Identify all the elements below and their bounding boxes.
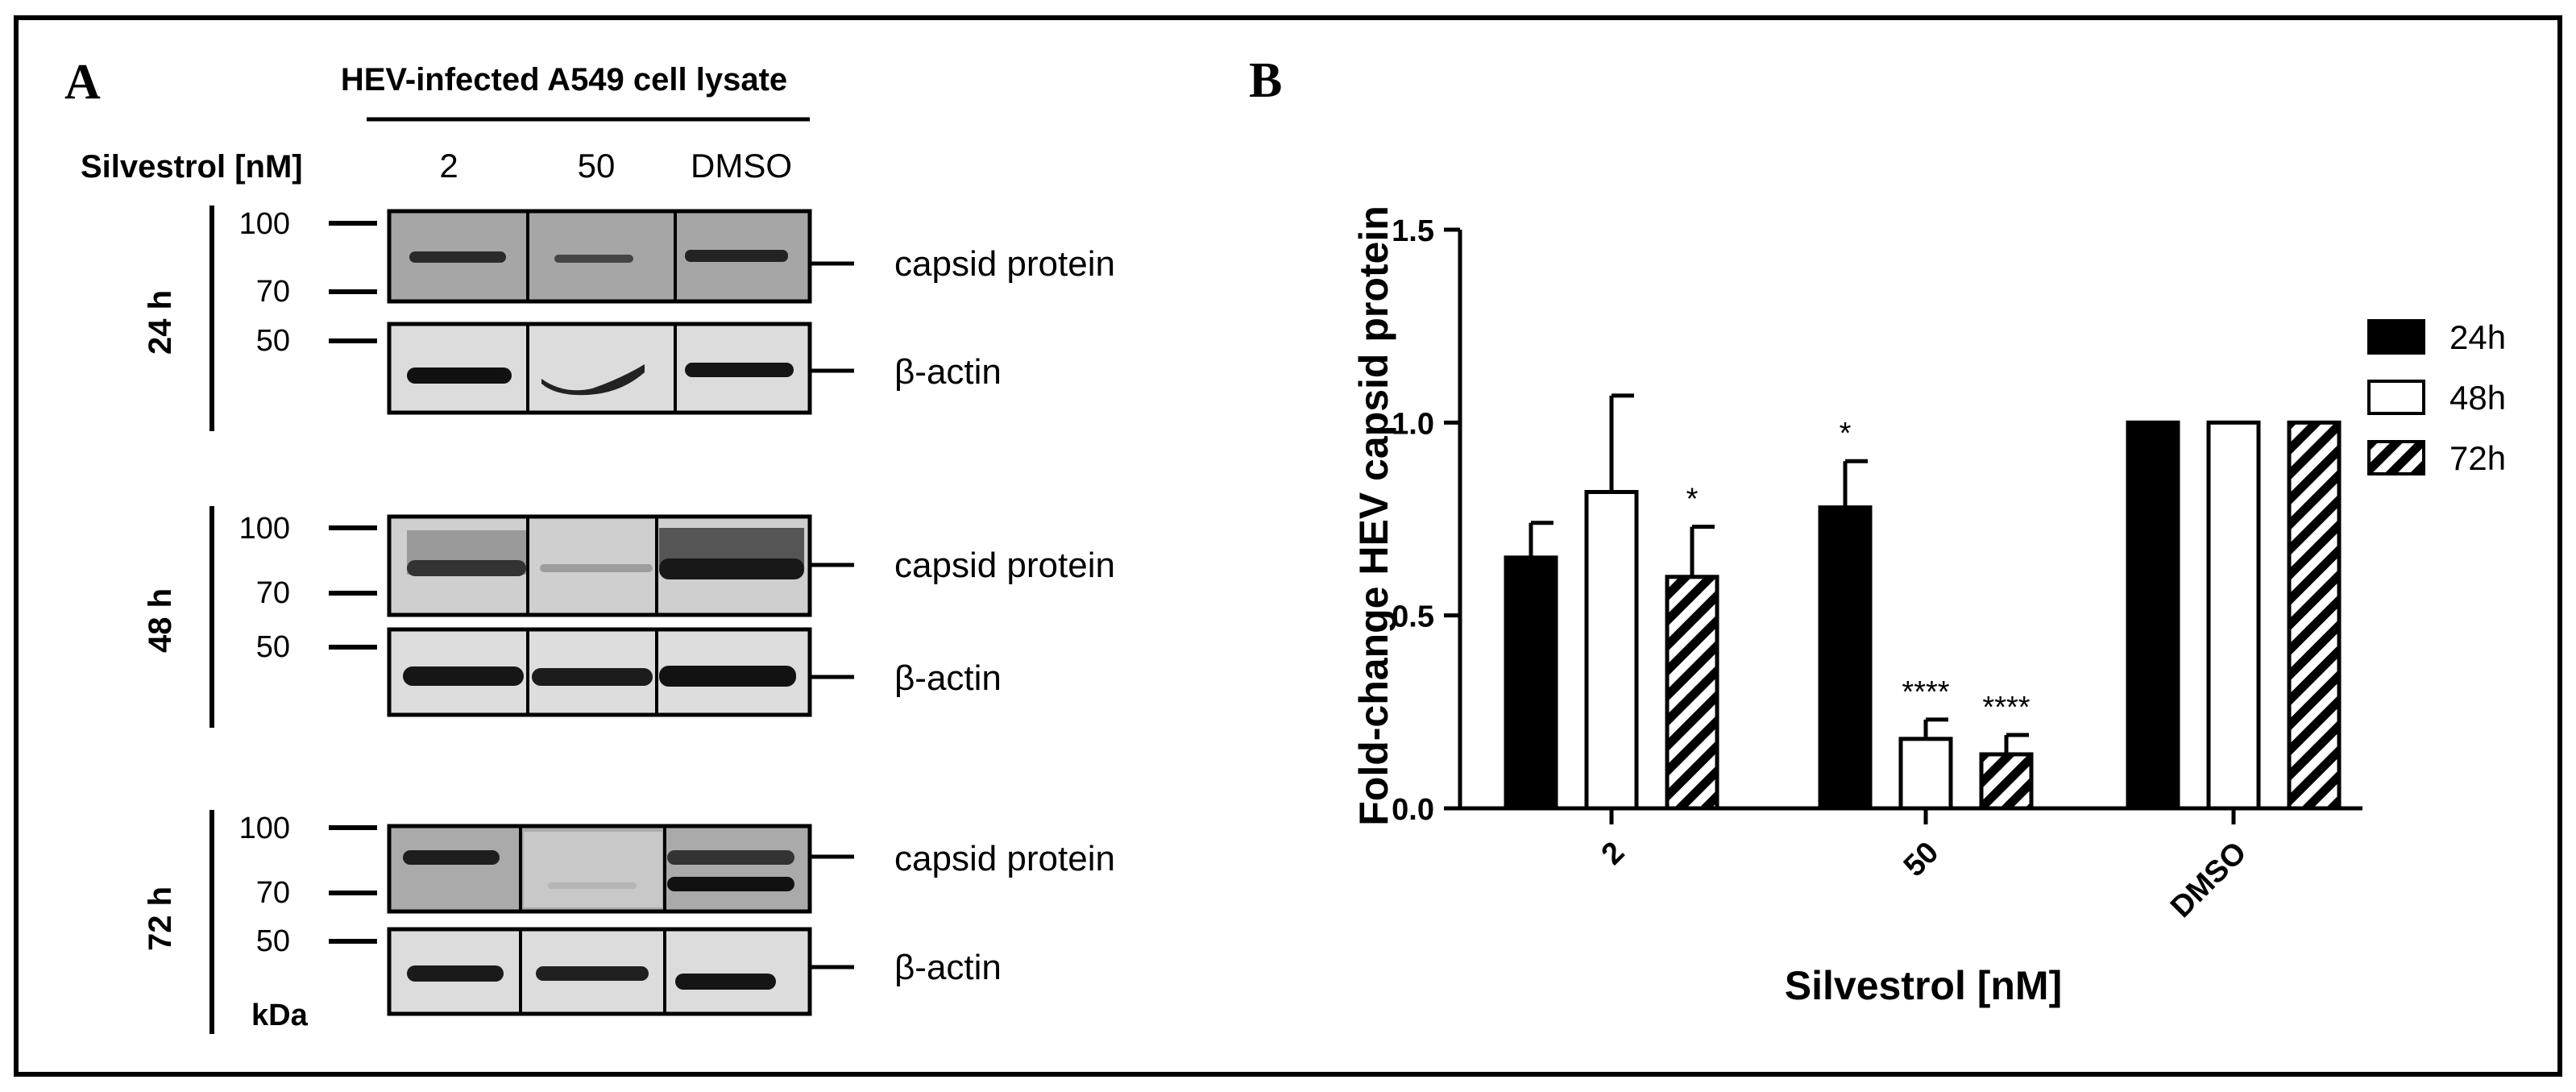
y-tick-label: 0.5 (1392, 600, 1434, 634)
lane-label-dmso: DMSO (691, 147, 792, 185)
bar-72h-50 (1979, 752, 2034, 811)
timepoint-label-48h: 48 h (143, 588, 178, 653)
y-ticks: 0.0 0.5 1.0 1.5 (1392, 214, 1460, 827)
marker-100: 100 (239, 207, 290, 241)
bars: ********** (1504, 393, 2342, 811)
marker-50: 50 (256, 630, 290, 664)
marker-100: 100 (239, 812, 290, 845)
significance-label: * (1686, 483, 1699, 517)
panel-b: B Fold-change HEV capsid protein 0.0 0.5 1… (1249, 53, 2506, 1008)
x-tick-label: 50 (1898, 836, 1946, 884)
bar-24h-2 (1504, 555, 1558, 811)
marker-70: 70 (256, 576, 290, 610)
band-label-capsid-48h: capsid protein (894, 546, 1115, 585)
legend-swatch (2367, 440, 2425, 475)
timepoint-label-72h: 72 h (143, 886, 178, 951)
x-ticks: 2 50 DMSO (1595, 808, 2253, 924)
y-tick-label: 1.0 (1392, 407, 1434, 441)
panel-a: A HEV-infected A549 cell lysate Silvestr… (64, 55, 1115, 1034)
bar-24h-DMSO (2126, 420, 2180, 811)
band-label-actin-72h: β-actin (894, 948, 1002, 987)
legend-label: 48h (2449, 379, 2506, 417)
band-label-capsid-24h: capsid protein (894, 244, 1115, 284)
marker-50: 50 (256, 924, 290, 958)
timepoint-label-24h: 24 h (143, 290, 178, 355)
y-tick-label: 1.5 (1392, 214, 1434, 248)
y-tick-label: 0.0 (1392, 793, 1434, 827)
legend-swatch (2367, 319, 2425, 355)
significance-label: **** (1902, 675, 1949, 709)
figure-frame (14, 15, 2562, 1077)
bar-24h-50 (1818, 505, 1873, 811)
marker-70: 70 (256, 876, 290, 910)
blot-group-72h: 72 h 100 70 50 kDa capsid protein (143, 810, 1115, 1034)
x-tick-label: 2 (1595, 836, 1632, 872)
panel-a-header: HEV-infected A549 cell lysate (341, 62, 787, 98)
lane-label-50: 50 (578, 147, 616, 185)
blot-group-24h: 24 h 100 70 50 capsid protein β-actin (143, 206, 1115, 431)
x-tick-label: DMSO (2164, 836, 2253, 924)
bar-48h-50 (1898, 737, 1953, 811)
bar-48h-2 (1584, 489, 1639, 811)
band-label-capsid-72h: capsid protein (894, 839, 1115, 878)
bar-72h-2 (1665, 575, 1719, 811)
blot-group-48h: 48 h 100 70 50 capsid protein β-act (143, 506, 1115, 728)
legend-swatch (2367, 380, 2425, 415)
legend-label: 72h (2449, 439, 2506, 477)
treatment-label: Silvestrol [nM] (81, 149, 303, 185)
panel-a-letter: A (64, 55, 101, 110)
band-label-actin-48h: β-actin (894, 658, 1002, 698)
lane-label-2: 2 (439, 147, 458, 185)
bar-48h-DMSO (2206, 420, 2261, 811)
y-axis-label: Fold-change HEV capsid protein (1351, 206, 1396, 826)
marker-70: 70 (256, 275, 290, 309)
legend-label: 24h (2449, 318, 2506, 356)
band-label-actin-24h: β-actin (894, 352, 1002, 392)
marker-100: 100 (239, 512, 290, 546)
unit-label: kDa (251, 999, 309, 1032)
panel-b-letter: B (1249, 53, 1282, 108)
bar-72h-DMSO (2287, 420, 2342, 811)
legend: 24h 48h 72h (2367, 318, 2506, 477)
significance-label: **** (1982, 691, 2030, 725)
significance-label: * (1840, 417, 1852, 451)
marker-50: 50 (256, 324, 290, 358)
x-axis-label: Silvestrol [nM] (1785, 963, 2062, 1008)
